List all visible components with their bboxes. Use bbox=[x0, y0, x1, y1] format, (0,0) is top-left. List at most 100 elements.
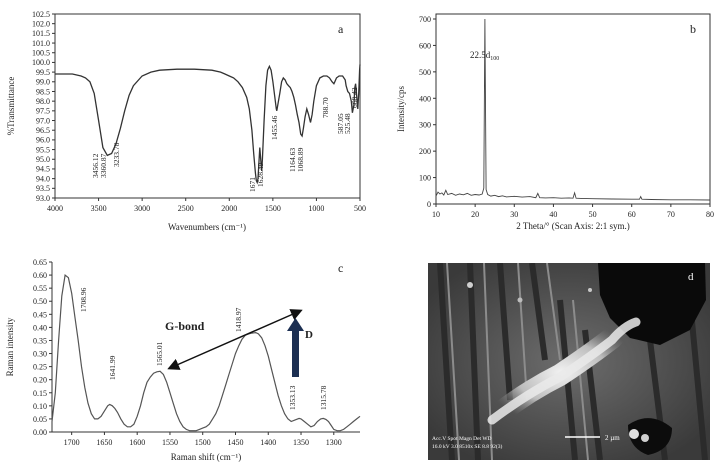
panel-b-ytick-label: 400 bbox=[419, 94, 431, 103]
panel-a-ytick-label: 95.5 bbox=[36, 145, 50, 154]
panel-b-xtick-label: 60 bbox=[628, 210, 636, 219]
panel-b-x-ticks: 10 20 30 40 50 60 70 80 bbox=[432, 204, 714, 219]
panel-a-x-ticks: 4000 3500 3000 2500 2000 1500 1000 500 bbox=[47, 198, 366, 213]
panel-b-ytick-label: 100 bbox=[419, 174, 431, 183]
panel-b-ytick-label: 0 bbox=[427, 200, 431, 209]
panel-a-ytick-label: 98.0 bbox=[36, 97, 50, 106]
panel-c-raman-chart: 0.00 0.05 0.10 0.15 0.20 0.25 0.30 0.35 0.40 0.45… bbox=[5, 258, 361, 462]
panel-c-ytick-label: 0.45 bbox=[33, 310, 47, 319]
panel-b-y-ticks: 0 100 200 300 400 500 600 700 bbox=[419, 15, 436, 209]
panel-c-peak-label: 1315.78 bbox=[319, 385, 328, 410]
panel-a-ytick-label: 95.0 bbox=[36, 155, 50, 164]
panel-c-xtick-label: 1550 bbox=[162, 438, 178, 447]
panel-c-ytick-label: 0.65 bbox=[33, 258, 47, 267]
sem-bright-core bbox=[487, 317, 641, 425]
panel-d-sem-image: d 2 µm Acc.V Spot Magn Det WD 16.0 kV 3.… bbox=[428, 263, 710, 460]
panel-b-xtick-label: 50 bbox=[589, 210, 597, 219]
panel-a-ytick-label: 99.0 bbox=[36, 78, 50, 87]
panel-a-ytick-label: 96.0 bbox=[36, 136, 50, 145]
panel-c-x-ticks: 1700 1650 1600 1550 1500 1450 1400 1350 1300 bbox=[64, 432, 342, 447]
panel-a-peak-label: 3233.78 bbox=[112, 142, 121, 167]
panel-b-letter: b bbox=[690, 22, 696, 36]
panel-b-ytick-label: 600 bbox=[419, 41, 431, 50]
panel-c-peak-label: 1353.13 bbox=[288, 385, 297, 410]
panel-b-xtick-label: 20 bbox=[471, 210, 479, 219]
sem-particle-2 bbox=[641, 434, 649, 442]
sem-info-line-2: 16.0 kV 3.0 8510x SE 8.8 92(3) bbox=[432, 443, 502, 450]
panel-b-frame bbox=[435, 13, 711, 205]
panel-a-ytick-label: 97.5 bbox=[36, 107, 50, 116]
panel-a-peak-label: 3456.12 bbox=[91, 153, 100, 178]
panel-c-ylabel: Raman intensity bbox=[5, 317, 15, 376]
d-arrow-shaft bbox=[292, 330, 299, 377]
panel-c-ytick-label: 0.00 bbox=[33, 428, 47, 437]
panel-c-peak-label: 1565.01 bbox=[155, 341, 164, 366]
panel-a-xtick-label: 3500 bbox=[91, 204, 107, 213]
panel-c-xtick-label: 1600 bbox=[129, 438, 145, 447]
panel-c-letter: c bbox=[338, 261, 343, 275]
panel-c-ytick-label: 0.55 bbox=[33, 284, 47, 293]
panel-a-ytick-label: 98.5 bbox=[36, 87, 50, 96]
panel-b-peak-label: 22.5d100 bbox=[470, 50, 499, 62]
panel-a-ytick-label: 100.5 bbox=[32, 49, 50, 58]
panel-a-ytick-label: 93.5 bbox=[36, 184, 50, 193]
panel-a-xtick-label: 500 bbox=[354, 204, 366, 213]
panel-a-peak-label: 1068.89 bbox=[296, 147, 305, 172]
panel-a-xtick-label: 2500 bbox=[178, 204, 194, 213]
panel-b-xtick-label: 10 bbox=[432, 210, 440, 219]
panel-a-ytick-label: 102.0 bbox=[32, 19, 50, 28]
panel-c-xlabel: Raman shift (cm⁻¹) bbox=[171, 452, 241, 462]
panel-a-peak-label: 1455.46 bbox=[270, 115, 279, 140]
panel-c-peak-labels: 1708.96 1641.99 1565.01 1418.97 1353.13 1315.… bbox=[79, 287, 328, 410]
panel-c-xtick-label: 1650 bbox=[96, 438, 112, 447]
panel-a-xtick-label: 2000 bbox=[221, 204, 237, 213]
panel-a-xlabel: Wavenumbers (cm⁻¹) bbox=[168, 222, 246, 232]
panel-a-ytick-label: 99.5 bbox=[36, 68, 50, 77]
panel-c-y-ticks: 0.00 0.05 0.10 0.15 0.20 0.25 0.30 0.35 0.40 0.45… bbox=[33, 258, 52, 437]
panel-a-peak-label: 668.42 bbox=[350, 87, 359, 108]
panel-c-peak-label: 1418.97 bbox=[234, 307, 243, 332]
panel-c-peak-label: 1641.99 bbox=[108, 355, 117, 380]
sem-info-line-1: Acc.V Spot Magn Det WD bbox=[432, 436, 492, 442]
panel-c-xtick-label: 1300 bbox=[326, 438, 342, 447]
panel-a-y-ticks: 93.093.594.094.595.095.596.096.597.097.5… bbox=[32, 10, 55, 203]
panel-a-peak-label: 525.48 bbox=[343, 113, 352, 134]
panel-a-ytick-label: 94.5 bbox=[36, 165, 50, 174]
panel-a-ytick-label: 97.0 bbox=[36, 116, 50, 125]
panel-a-ylabel: %Transmittance bbox=[6, 77, 16, 136]
panel-c-ytick-label: 0.60 bbox=[33, 271, 47, 280]
panel-a-xtick-label: 3000 bbox=[134, 204, 150, 213]
panel-a-peak-label: 788.70 bbox=[321, 97, 330, 118]
sem-particle-4 bbox=[517, 297, 523, 303]
panel-a-xtick-label: 4000 bbox=[47, 204, 63, 213]
panel-a-peak-label: 587.05 bbox=[336, 113, 345, 134]
panel-a-ytick-label: 94.0 bbox=[36, 174, 50, 183]
panel-b-ytick-label: 500 bbox=[419, 68, 431, 77]
panel-a-ytick-label: 100.0 bbox=[32, 58, 50, 67]
panel-c-ytick-label: 0.25 bbox=[33, 363, 47, 372]
panel-b-ytick-label: 200 bbox=[419, 147, 431, 156]
panel-b-xtick-label: 40 bbox=[549, 210, 557, 219]
panel-a-peak-label: 1671 bbox=[248, 177, 257, 192]
panel-b-ylabel: Intensity/cps bbox=[396, 86, 406, 132]
panel-b-ytick-label: 700 bbox=[419, 15, 431, 24]
panel-a-peak-label: 1164.63 bbox=[288, 148, 297, 172]
panel-c-ytick-label: 0.20 bbox=[33, 376, 47, 385]
d-label: D bbox=[305, 329, 313, 341]
panel-a-xtick-label: 1000 bbox=[308, 204, 324, 213]
panel-c-ytick-label: 0.10 bbox=[33, 402, 47, 411]
panel-c-xtick-label: 1400 bbox=[260, 438, 276, 447]
panel-a-ytick-label: 101.0 bbox=[32, 39, 50, 48]
panel-a-ytick-label: 102.5 bbox=[32, 10, 50, 19]
panel-c-xtick-label: 1350 bbox=[293, 438, 309, 447]
panel-b-xtick-label: 70 bbox=[667, 210, 675, 219]
panel-c-ytick-label: 0.50 bbox=[33, 297, 47, 306]
g-bond-arrow bbox=[167, 309, 303, 370]
sem-particle-5 bbox=[588, 288, 592, 292]
panel-c-xtick-label: 1450 bbox=[227, 438, 243, 447]
panel-a-peak-label: 3360.87 bbox=[99, 153, 108, 178]
panel-a-xtick-label: 1500 bbox=[265, 204, 281, 213]
panel-c-xtick-label: 1500 bbox=[195, 438, 211, 447]
panel-a-frame bbox=[54, 13, 361, 199]
